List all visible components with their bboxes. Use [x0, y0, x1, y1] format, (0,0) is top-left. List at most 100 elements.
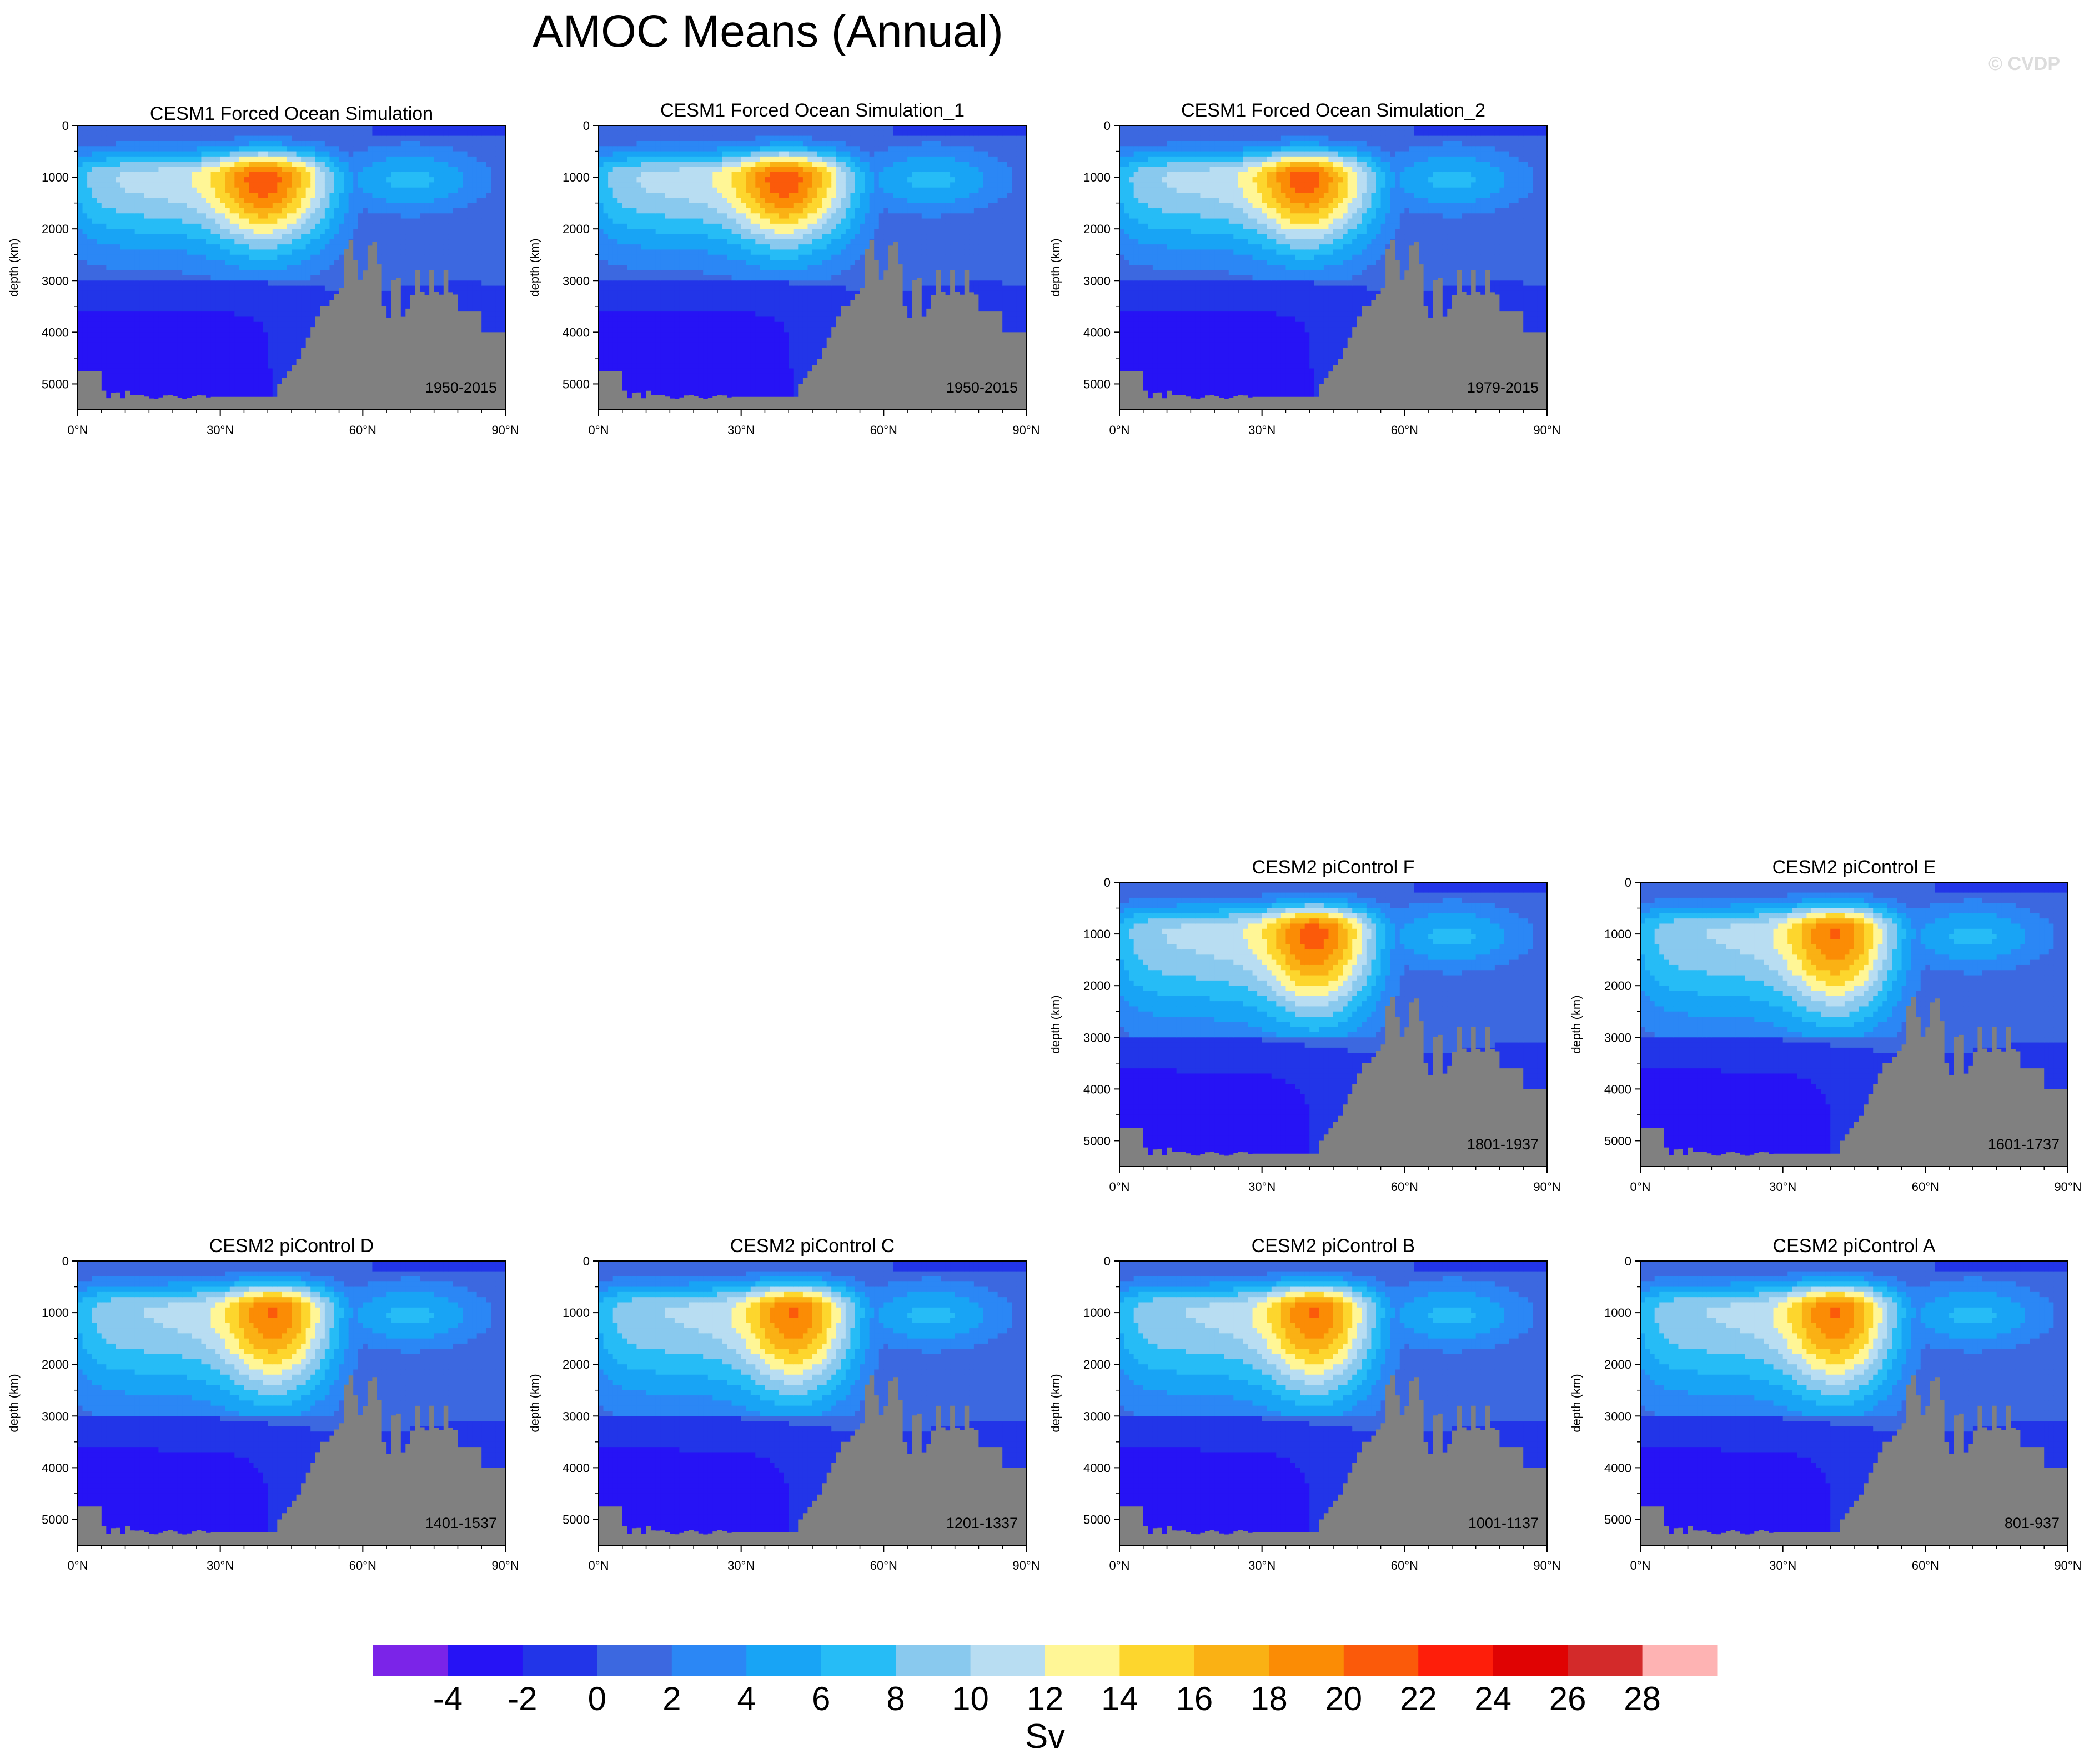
field-cell	[310, 234, 316, 240]
field-cell	[377, 208, 383, 214]
field-cell	[263, 373, 268, 379]
field-cell	[410, 280, 416, 287]
field-cell	[434, 239, 439, 245]
field-cell	[358, 177, 363, 183]
field-cell	[239, 125, 245, 131]
field-cell	[453, 275, 459, 281]
field-cell	[410, 260, 416, 265]
field-cell	[420, 208, 425, 214]
field-cell	[210, 342, 216, 348]
field-cell	[410, 125, 416, 131]
field-cell	[78, 311, 83, 318]
field-cell	[149, 156, 154, 162]
field-cell	[192, 301, 197, 307]
field-cell	[120, 363, 126, 369]
field-cell	[149, 337, 154, 343]
field-cell	[463, 306, 468, 312]
field-cell	[173, 229, 178, 235]
field-cell	[182, 265, 188, 271]
field-cell	[82, 358, 88, 364]
field-cell	[443, 135, 449, 142]
field-cell	[315, 239, 320, 245]
field-cell	[486, 156, 491, 162]
field-cell	[97, 290, 102, 296]
field-cell	[268, 193, 273, 198]
field-cell	[476, 223, 482, 229]
field-cell	[78, 146, 83, 152]
field-cell	[324, 254, 330, 260]
field-cell	[139, 353, 145, 359]
field-cell	[187, 394, 192, 400]
field-cell	[324, 172, 330, 178]
field-cell	[253, 239, 259, 245]
field-cell	[139, 146, 145, 152]
field-cell	[168, 172, 173, 178]
field-cell	[239, 177, 245, 183]
field-cell	[415, 208, 420, 214]
field-cell	[215, 151, 221, 157]
field-cell	[201, 213, 207, 219]
field-cell	[348, 229, 354, 235]
field-cell	[268, 198, 273, 204]
field-cell	[339, 213, 344, 219]
field-cell	[253, 296, 259, 302]
field-cell	[344, 182, 349, 188]
field-cell	[163, 321, 169, 328]
field-cell	[476, 162, 482, 168]
field-cell	[229, 285, 235, 292]
field-cell	[249, 321, 254, 328]
field-cell	[182, 162, 188, 168]
field-cell	[439, 198, 444, 204]
field-cell	[144, 130, 149, 137]
field-cell	[491, 193, 496, 198]
field-cell	[144, 353, 149, 359]
field-cell	[272, 270, 278, 276]
field-cell	[215, 135, 221, 142]
field-cell	[144, 270, 149, 276]
field-cell	[305, 234, 311, 240]
field-cell	[367, 193, 373, 198]
field-cell	[196, 316, 202, 323]
field-cell	[120, 151, 126, 157]
field-cell	[210, 285, 216, 292]
field-cell	[97, 167, 102, 173]
field-cell	[486, 125, 491, 131]
field-cell	[272, 290, 278, 296]
field-cell	[296, 348, 302, 354]
field-cell	[439, 151, 444, 157]
field-cell	[87, 208, 93, 214]
field-cell	[358, 218, 363, 224]
field-cell	[410, 223, 416, 229]
field-cell	[144, 135, 149, 142]
field-cell	[215, 389, 221, 395]
field-cell	[439, 177, 444, 183]
field-cell	[263, 306, 268, 312]
field-cell	[476, 182, 482, 188]
field-cell	[439, 270, 444, 276]
field-cell	[439, 208, 444, 214]
field-cell	[453, 151, 459, 157]
field-cell	[182, 213, 188, 219]
field-cell	[400, 229, 406, 235]
field-cell	[486, 146, 491, 152]
field-cell	[272, 363, 278, 369]
field-cell	[391, 223, 396, 229]
field-cell	[272, 311, 278, 318]
field-cell	[258, 254, 264, 260]
field-cell	[377, 135, 383, 142]
field-cell	[301, 130, 307, 137]
field-cell	[116, 280, 121, 287]
field-cell	[177, 229, 183, 235]
field-cell	[158, 389, 164, 395]
field-cell	[220, 363, 225, 369]
field-cell	[424, 270, 430, 276]
field-cell	[420, 172, 425, 178]
field-cell	[381, 193, 387, 198]
field-cell	[106, 368, 112, 374]
field-cell	[268, 285, 273, 292]
field-cell	[106, 342, 112, 348]
field-cell	[500, 130, 505, 137]
field-cell	[301, 290, 307, 296]
field-cell	[78, 187, 83, 193]
field-cell	[201, 290, 207, 296]
